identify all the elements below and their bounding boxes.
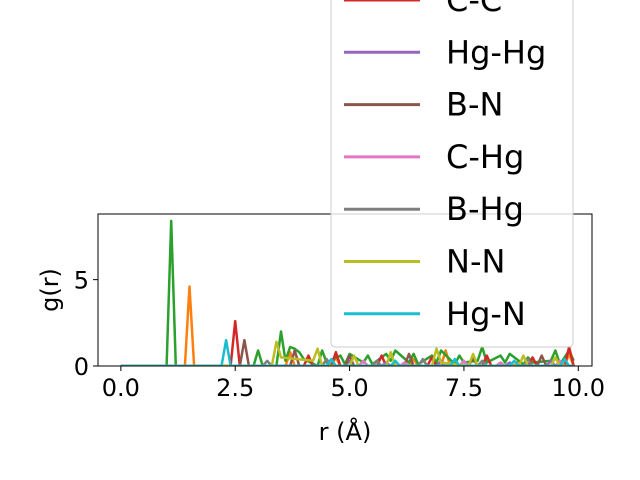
legend-label-c-c: C-C (446, 0, 502, 19)
y-tick-label: 5 (74, 267, 89, 295)
x-tick-label: 7.5 (445, 374, 483, 402)
series-line-c-hg (120, 359, 574, 366)
x-tick-label: 0.0 (102, 374, 140, 402)
y-axis: 05 (74, 267, 98, 381)
legend-label-b-n: B-N (446, 86, 503, 124)
series-line-c-c (120, 319, 575, 366)
y-tick-label: 0 (74, 353, 89, 381)
legend: C-C Hg-Hg B-N C-Hg B-Hg N-N Hg-N (330, 0, 574, 348)
x-tick-label: 2.5 (216, 374, 254, 402)
x-tick-label: 5.0 (330, 374, 368, 402)
legend-label-hg-hg: Hg-Hg (446, 33, 546, 71)
x-axis: 0.0 2.5 5.0 7.5 10.0 (102, 366, 605, 402)
legend-label-b-hg: B-Hg (446, 190, 524, 228)
legend-label-c-hg: C-Hg (446, 138, 524, 176)
y-axis-label: g(r) (36, 268, 64, 312)
legend-label-hg-n: Hg-N (446, 295, 526, 333)
series-layer (120, 219, 575, 366)
series-line-unlabeled-2 (120, 219, 575, 366)
x-axis-label: r (Å) (319, 417, 372, 446)
x-tick-label: 10.0 (552, 374, 605, 402)
legend-label-n-n: N-N (446, 243, 505, 281)
series-line-n-n (120, 340, 574, 366)
